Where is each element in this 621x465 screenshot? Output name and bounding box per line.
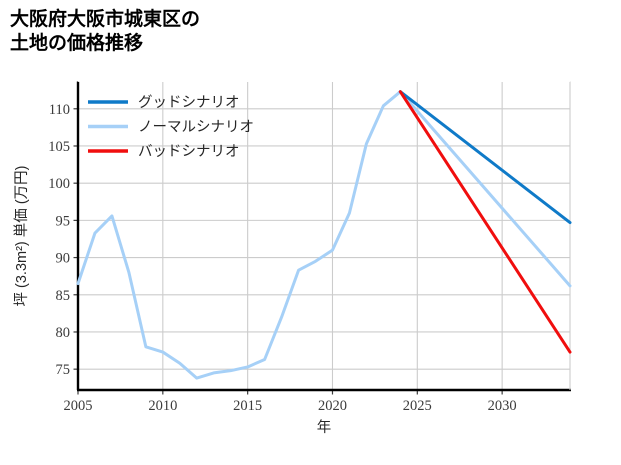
y-tick-label: 85	[56, 288, 71, 304]
axis-title-group: 年 坪 (3.3m²) 単価 (万円)	[13, 166, 331, 436]
series-line	[76, 90, 572, 380]
tick-label-group: 75 80 85 90 95 100 105 110 2005 2010 2015 2020 2025 2…	[48, 102, 516, 414]
x-tick-label: 2010	[148, 398, 177, 414]
x-axis-title: 年	[317, 419, 332, 436]
y-tick-label: 90	[56, 251, 71, 267]
series-line	[398, 90, 572, 354]
axis-frame	[76, 81, 571, 392]
legend-label: バッドシナリオ	[138, 144, 240, 160]
legend-label: ノーマルシナリオ	[138, 120, 254, 136]
series-line	[398, 90, 572, 225]
x-tick-label: 2030	[488, 398, 517, 414]
y-tick-label: 95	[56, 213, 71, 229]
x-tick-label: 2020	[318, 398, 347, 414]
x-tick-label: 2005	[64, 398, 93, 414]
y-tick-label: 100	[48, 176, 70, 192]
legend-label: グッドシナリオ	[138, 94, 240, 111]
data-series-group	[76, 90, 572, 380]
y-tick-label: 110	[49, 102, 70, 118]
y-tick-label: 75	[56, 362, 71, 378]
y-axis-title: 坪 (3.3m²) 単価 (万円)	[13, 166, 30, 307]
x-tick-label: 2025	[403, 398, 432, 414]
gridline-group	[77, 82, 570, 390]
page-title: 大阪府大阪市城東区の 土地の価格推移	[10, 9, 201, 55]
y-tick-label: 105	[48, 139, 70, 155]
x-tick-label: 2015	[233, 398, 262, 414]
y-tick-label: 80	[56, 325, 71, 341]
